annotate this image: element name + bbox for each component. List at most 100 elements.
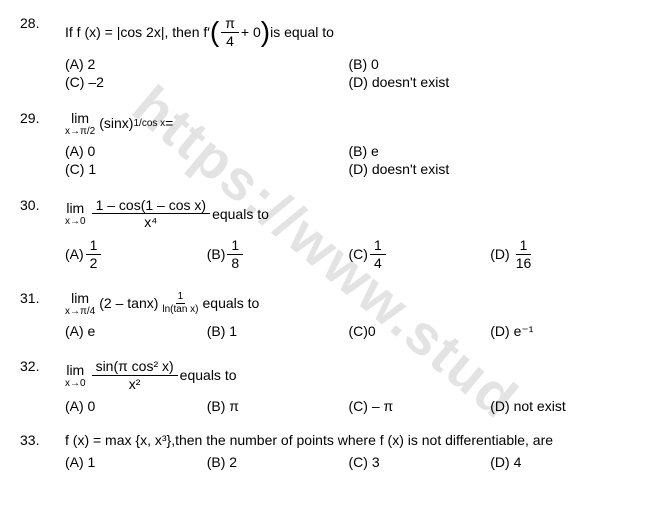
lim-sub: x→π/2 [65,126,95,137]
options: (A) 1 (B) 2 (C) 3 (D) 4 [65,454,632,470]
question-text: If f (x) = |cos 2x|, then f′ ( π 4 + 0 )… [65,15,632,50]
options: (A) e (B) 1 (C)0 (D) e⁻¹ [65,323,632,340]
option-d: (D) 4 [490,454,632,470]
text-post: equals to [212,206,269,222]
fraction: π 4 [221,15,239,50]
question-text: lim x→0 1 – cos(1 – cos x) x⁴ equals to [65,197,632,232]
question-text: f (x) = max {x, x³},then the number of p… [65,432,632,448]
opt-label: (C) [349,246,368,262]
opt-label: (A) [65,246,84,262]
lim-sub: x→0 [65,216,86,227]
question-number: 29. [20,110,65,179]
opt-frac: 12 [86,237,102,272]
option-a: (A) 0 [65,398,207,414]
options: (A) 0 (B) e (C) 1 (D) doesn't exist [65,143,632,179]
question-number: 28. [20,15,65,92]
opt-label: (B) [207,246,226,262]
option-d: (D) doesn't exist [349,161,633,177]
option-a: (A) 2 [65,56,349,72]
option-b: (B) π [207,398,349,414]
option-d: (D) doesn't exist [349,74,633,90]
option-d: (D) not exist [490,398,632,414]
option-d: (D) e⁻¹ [490,323,632,340]
opt-frac: 18 [227,237,243,272]
fd: 4 [370,255,386,272]
options: (A) 2 (B) 0 (C) –2 (D) doesn't exist [65,56,632,92]
option-b: (B) e [349,143,633,159]
limit: lim x→0 [65,362,86,389]
question-body: lim x→π/4 (2 – tanx)1ln(tan x) equals to… [65,290,632,340]
opt-frac: 14 [370,237,386,272]
fd: 2 [86,255,102,272]
option-a: (A) e [65,323,207,340]
question-text: lim x→0 sin(π cos² x) x² equals to [65,358,632,393]
text-post: = [165,115,173,131]
fn: 1 [516,237,532,255]
question-32: 32. lim x→0 sin(π cos² x) x² equals to (… [20,358,632,415]
limit: lim x→π/4 [65,290,95,317]
option-c: (C) 1 [65,161,349,177]
option-a: (A) 0 [65,143,349,159]
lim-sub: x→0 [65,378,86,389]
question-text: lim x→π/2 (sinx)1/cos x = [65,110,632,137]
fd: 16 [512,255,536,272]
option-c: (C) –2 [65,74,349,90]
text-post: is equal to [270,24,334,40]
fn: 1 [370,237,386,255]
option-d: (D) 116 [490,237,632,272]
text-post: equals to [203,295,260,311]
opt-label: (D) [490,246,509,262]
question-body: f (x) = max {x, x³},then the number of p… [65,432,632,470]
lim-text: lim [71,290,89,306]
question-28: 28. If f (x) = |cos 2x|, then f′ ( π 4 +… [20,15,632,92]
expr: (2 – tanx) [99,295,158,311]
superscript-frac: 1ln(tan x) [158,291,202,316]
fraction: sin(π cos² x) x² [92,358,178,393]
lim-sub: x→π/4 [65,306,95,317]
limit: lim x→π/2 [65,110,95,137]
question-number: 30. [20,197,65,272]
text-pre: If f (x) = |cos 2x|, then f′ [65,24,210,40]
option-b: (B) 0 [349,56,633,72]
frac-num: 1 – cos(1 – cos x) [92,197,211,215]
frac-num: sin(π cos² x) [92,358,178,376]
lim-text: lim [66,200,84,216]
option-c: (C) – π [349,398,491,414]
lim-text: lim [71,110,89,126]
option-c: (C) 3 [349,454,491,470]
frac-num: π [221,15,239,33]
option-c: (C)0 [349,323,491,340]
question-30: 30. lim x→0 1 – cos(1 – cos x) x⁴ equals… [20,197,632,272]
option-c: (C)14 [349,237,491,272]
options: (A) 0 (B) π (C) – π (D) not exist [65,398,632,414]
option-b: (B) 2 [207,454,349,470]
fd: ln(tan x) [160,304,200,316]
paren-suffix: + 0 [241,24,261,40]
fn: 1 [86,237,102,255]
text-pre: f (x) = max {x, x³},then the number of p… [65,432,553,448]
limit: lim x→0 [65,200,86,227]
option-a: (A) 1 [65,454,207,470]
question-text: lim x→π/4 (2 – tanx)1ln(tan x) equals to [65,290,632,317]
question-body: lim x→0 1 – cos(1 – cos x) x⁴ equals to … [65,197,632,272]
lim-text: lim [66,362,84,378]
option-b: (B) 1 [207,323,349,340]
question-number: 31. [20,290,65,340]
question-body: lim x→0 sin(π cos² x) x² equals to (A) 0… [65,358,632,415]
question-number: 32. [20,358,65,415]
fraction: 1 – cos(1 – cos x) x⁴ [92,197,211,232]
question-31: 31. lim x→π/4 (2 – tanx)1ln(tan x) equal… [20,290,632,340]
question-33: 33. f (x) = max {x, x³},then the number … [20,432,632,470]
opt-frac: 116 [512,237,536,272]
expr: (sinx) [99,115,133,131]
question-body: lim x→π/2 (sinx)1/cos x = (A) 0 (B) e (C… [65,110,632,179]
option-a: (A) 12 [65,237,207,272]
frac-den: 4 [222,33,238,50]
option-b: (B)18 [207,237,349,272]
superscript: 1/cos x [133,118,165,129]
fd: 8 [227,255,243,272]
fn: 1 [176,291,186,304]
frac-den: x² [125,376,145,393]
question-29: 29. lim x→π/2 (sinx)1/cos x = (A) 0 (B) … [20,110,632,179]
frac-den: x⁴ [140,214,161,231]
